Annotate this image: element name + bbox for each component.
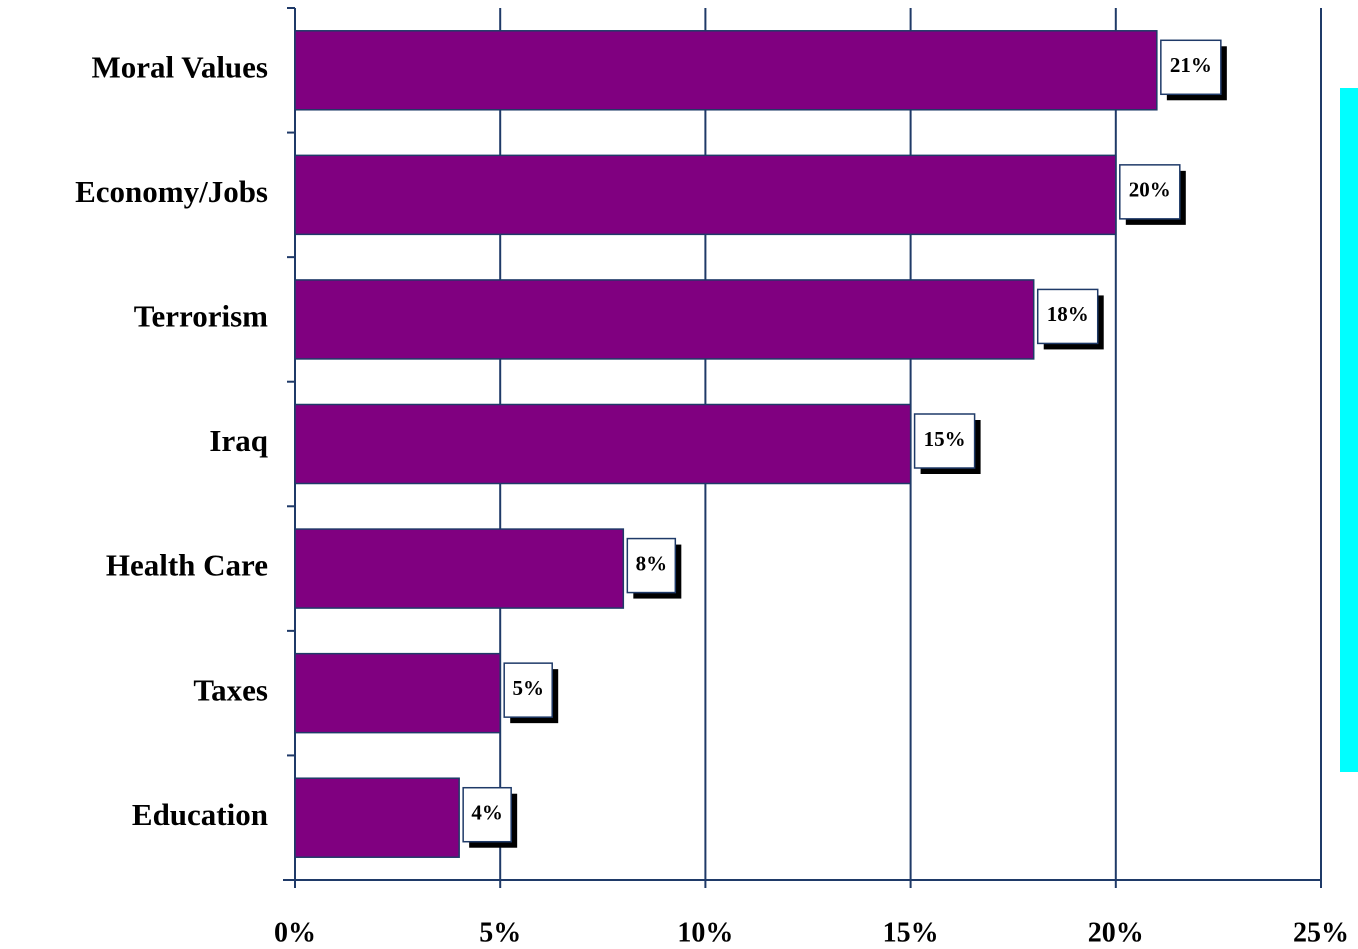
value-label-box (503, 662, 553, 718)
value-label-box (1119, 164, 1181, 220)
x-tick-label: 5% (479, 917, 521, 948)
value-label-box (626, 537, 677, 594)
value-label: 21% (1170, 53, 1212, 77)
bar (294, 154, 1117, 236)
y-tick-label: Economy/Jobs (75, 174, 268, 209)
y-tick-label: Moral Values (91, 49, 268, 84)
value-label: 15% (924, 427, 966, 451)
y-tick-label: Education (132, 797, 268, 832)
x-tick-label: 15% (883, 917, 939, 948)
y-tick-label: Health Care (106, 548, 268, 583)
bar (294, 652, 501, 734)
x-tick-label: 0% (274, 917, 316, 948)
bar (294, 777, 460, 858)
x-tick-label: 20% (1088, 917, 1144, 948)
bar (294, 279, 1035, 360)
value-label-box (913, 413, 976, 469)
value-label: 18% (1047, 302, 1089, 326)
x-tick-label: 10% (677, 917, 733, 948)
decor-bar (1340, 88, 1358, 772)
y-tick-label: Iraq (209, 423, 268, 458)
value-label: 5% (512, 676, 544, 700)
value-label: 8% (636, 551, 668, 575)
x-tick-label: 25% (1293, 917, 1349, 948)
y-tick-label: Terrorism (134, 299, 268, 334)
value-label-box (462, 786, 512, 843)
value-label: 4% (471, 801, 503, 825)
value-label-box (1036, 288, 1099, 345)
y-tick-label: Taxes (193, 672, 268, 707)
value-label: 20% (1129, 178, 1171, 202)
bar (294, 403, 912, 485)
bar (294, 30, 1158, 111)
bar (294, 528, 625, 609)
value-label-box (1160, 39, 1222, 96)
